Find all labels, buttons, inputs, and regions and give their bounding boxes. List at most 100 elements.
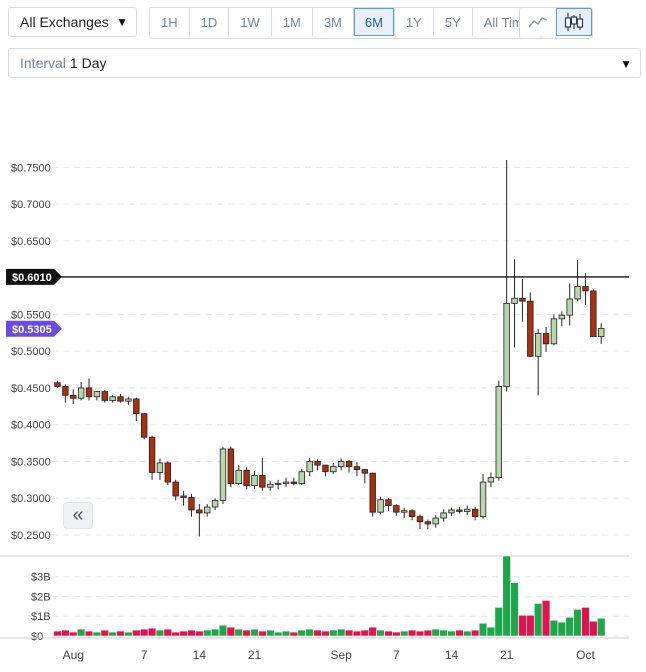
volume-bar bbox=[329, 629, 338, 637]
range-3m-button[interactable]: 3M bbox=[312, 8, 354, 36]
volume-tick-label: $3B bbox=[31, 572, 51, 584]
volume-bar bbox=[100, 629, 109, 637]
interval-select[interactable]: Interval 1 Day ▼ bbox=[8, 48, 641, 78]
range-5y-button[interactable]: 5Y bbox=[433, 8, 473, 36]
range-1d-button[interactable]: 1D bbox=[189, 8, 230, 36]
volume-bar bbox=[439, 629, 448, 637]
candle-body bbox=[101, 391, 108, 401]
candle-body bbox=[542, 333, 550, 345]
candle-body bbox=[243, 469, 250, 487]
volume-bar bbox=[108, 631, 117, 637]
candle-body bbox=[219, 448, 227, 501]
candle-body bbox=[196, 509, 203, 514]
candle-body bbox=[558, 314, 566, 320]
volume-bar bbox=[147, 627, 157, 637]
collapse-panel-button[interactable]: « bbox=[63, 502, 93, 529]
range-1m-button[interactable]: 1M bbox=[271, 8, 313, 36]
x-tick-label: Oct bbox=[576, 648, 595, 662]
candle-body bbox=[188, 497, 195, 511]
candle-body bbox=[298, 471, 305, 484]
x-tick-label: 7 bbox=[141, 648, 148, 662]
volume-bar bbox=[258, 630, 267, 637]
volume-bar bbox=[573, 609, 582, 637]
volume-bar bbox=[297, 629, 306, 637]
volume-bar bbox=[533, 603, 543, 637]
candle-body bbox=[330, 466, 337, 473]
price-tick-label: $0.5000 bbox=[11, 346, 51, 358]
candlestick-chart-button[interactable] bbox=[556, 8, 592, 36]
candle-body bbox=[85, 387, 93, 398]
candle-body bbox=[456, 509, 463, 512]
x-tick-label: 21 bbox=[248, 648, 262, 662]
volume-bar bbox=[581, 607, 590, 637]
volume-bar bbox=[502, 555, 511, 637]
volume-bar bbox=[273, 631, 283, 637]
price-tick-label: $0.5500 bbox=[11, 309, 51, 321]
candle-body bbox=[495, 386, 502, 479]
range-1w-button[interactable]: 1W bbox=[229, 8, 272, 36]
range-1h-button[interactable]: 1H bbox=[150, 8, 190, 36]
volume-bar bbox=[234, 628, 243, 637]
exchange-select[interactable]: All Exchanges ▼ bbox=[8, 7, 137, 37]
candle-body bbox=[574, 286, 581, 300]
volume-tick-label: $0 bbox=[31, 631, 43, 643]
volume-bar bbox=[155, 629, 165, 637]
chart-type-group bbox=[519, 7, 593, 39]
candle-body bbox=[479, 481, 487, 517]
candle-body bbox=[582, 286, 589, 292]
volume-bar bbox=[195, 630, 204, 637]
volume-bar bbox=[163, 628, 173, 637]
volume-bar bbox=[589, 620, 598, 637]
volume-bar bbox=[557, 621, 567, 637]
volume-bar bbox=[218, 624, 228, 637]
candle-body bbox=[117, 396, 124, 402]
volume-bar bbox=[400, 630, 409, 637]
candle-body bbox=[487, 477, 495, 483]
candle-body bbox=[77, 387, 85, 399]
range-1y-button[interactable]: 1Y bbox=[394, 8, 434, 36]
candle-body bbox=[164, 462, 172, 483]
price-tick-label: $0.3500 bbox=[11, 456, 51, 468]
volume-bar bbox=[210, 628, 220, 637]
volume-bar bbox=[321, 630, 330, 637]
candle-body bbox=[527, 300, 534, 357]
x-tick-label: 14 bbox=[445, 648, 459, 662]
interval-label: Interval bbox=[20, 55, 66, 71]
candle-body bbox=[306, 461, 313, 473]
x-tick-label: 7 bbox=[393, 648, 400, 662]
candle-body bbox=[251, 475, 258, 487]
volume-bar bbox=[431, 628, 440, 637]
candle-body bbox=[125, 398, 132, 402]
volume-bar bbox=[352, 630, 362, 637]
price-tick-label: $0.2500 bbox=[11, 530, 51, 542]
candle-body bbox=[393, 505, 400, 513]
candle-body bbox=[511, 297, 518, 304]
volume-bar bbox=[360, 629, 370, 637]
candlestick-icon bbox=[564, 13, 584, 31]
volume-bar bbox=[510, 582, 519, 637]
volume-bar bbox=[336, 628, 346, 637]
volume-bar bbox=[486, 626, 496, 637]
candle-body bbox=[140, 413, 148, 438]
x-tick-label: Sep bbox=[331, 648, 353, 662]
candle-body bbox=[401, 510, 408, 513]
volume-bar bbox=[179, 630, 188, 637]
line-chart-button[interactable] bbox=[520, 8, 556, 36]
candle-body bbox=[550, 318, 558, 345]
candle-body bbox=[598, 327, 605, 337]
volume-bar bbox=[565, 616, 574, 637]
price-tick-label: $0.7500 bbox=[11, 162, 51, 174]
price-tick-label: $0.4500 bbox=[11, 383, 51, 395]
range-6m-button[interactable]: 6M bbox=[353, 8, 395, 36]
volume-bar bbox=[203, 629, 212, 637]
volume-bar bbox=[116, 630, 125, 637]
candle-body bbox=[424, 521, 432, 525]
candle-body bbox=[314, 461, 321, 466]
volume-bar bbox=[226, 626, 236, 637]
candle-body bbox=[337, 461, 345, 468]
candle-body bbox=[440, 512, 447, 519]
candle-body bbox=[385, 499, 392, 506]
price-badge-label: $0.5305 bbox=[12, 324, 52, 336]
volume-bar bbox=[368, 626, 377, 637]
